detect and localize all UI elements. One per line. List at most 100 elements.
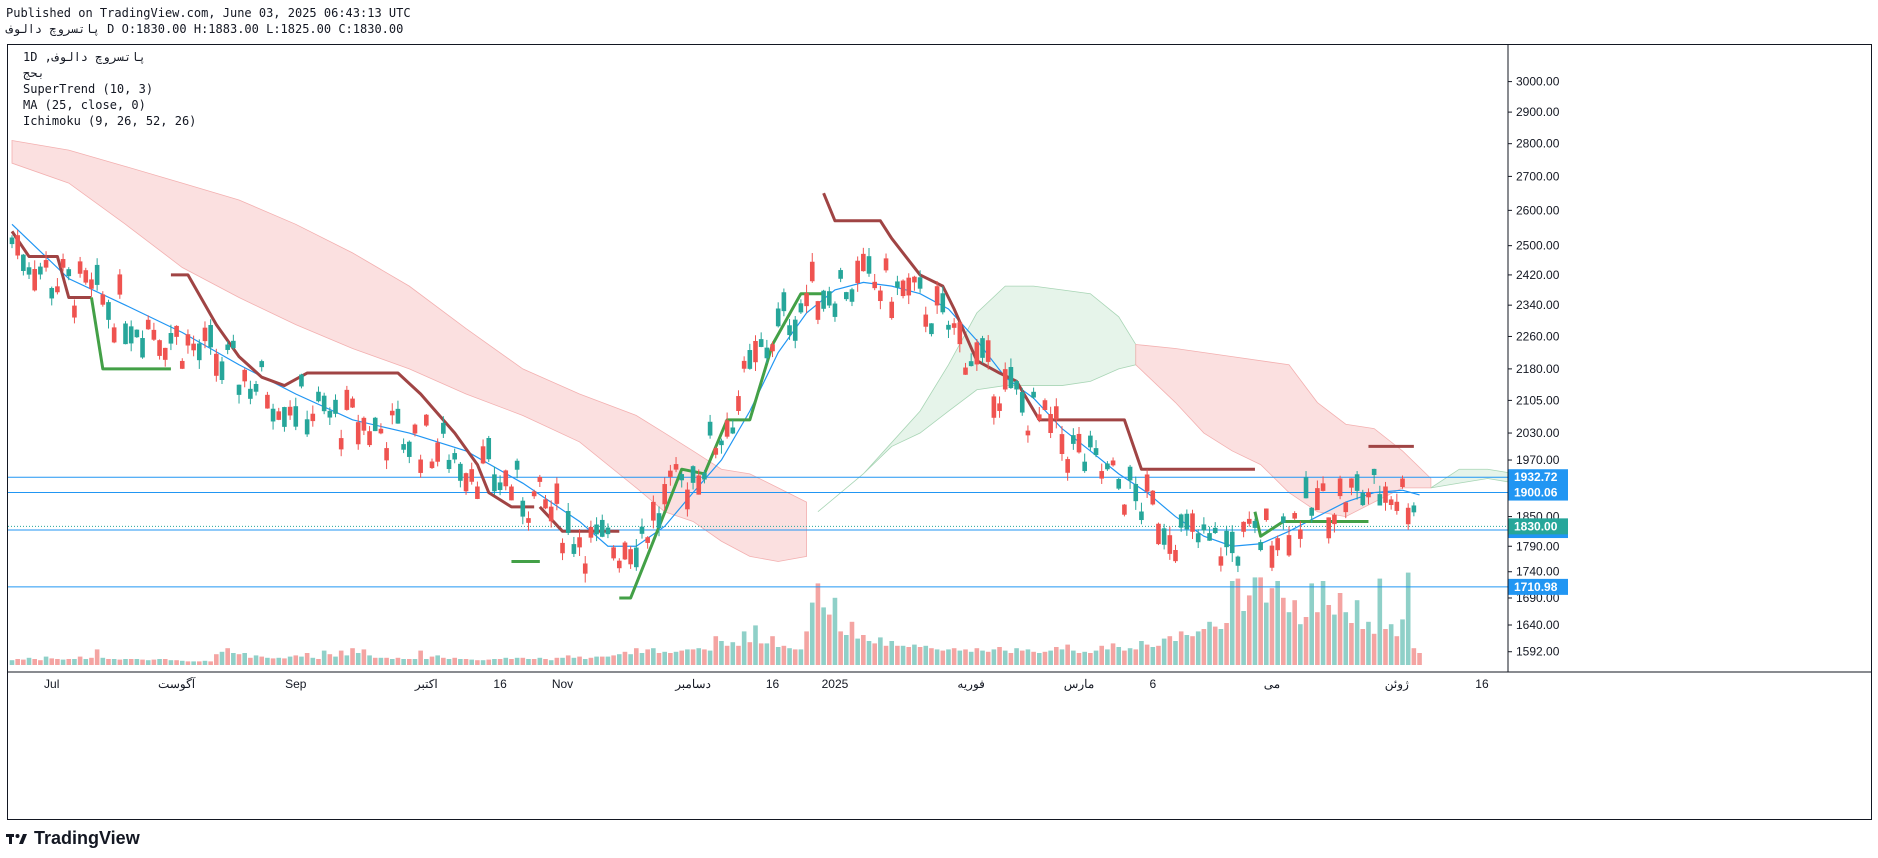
candle-body [963,367,968,375]
volume-bar [66,659,72,665]
volume-bar [781,645,787,665]
volume-bar [236,654,242,665]
candle-body [1195,533,1201,543]
volume-bar [1377,578,1383,665]
candle-body [1059,434,1065,455]
volume-bar [634,648,639,665]
candle-body [1292,513,1297,519]
volume-bar [367,655,372,665]
candle-body [526,518,531,523]
candle-body [1008,367,1014,389]
candle-body [1048,413,1053,433]
volume-bar [815,583,821,665]
volume-bar [452,657,457,665]
volume-bar [134,659,140,665]
legend-ma[interactable]: MA (25, close, 0) [23,98,146,112]
volume-bar [798,649,804,665]
candle-body [912,276,917,283]
candle-body [582,563,588,574]
chart-frame[interactable]: 3000.00 2900.00 2800.00 2700.00 2600.00 2500.… [7,44,1872,820]
candle-body [219,361,225,380]
candle-body [798,303,804,313]
volume-bar [736,645,741,665]
volume-bar [1417,653,1422,665]
candle-body [889,301,895,319]
candle-body [1019,392,1025,413]
x-tick-label: 16 [493,677,507,691]
candle-body [605,527,611,535]
volume-bar [43,656,49,665]
volume-bar [424,659,429,665]
volume-bar [77,656,83,665]
candle-body [338,438,344,450]
candle-body [588,526,594,538]
candle-body [917,277,923,289]
x-tick-label: 6 [1149,677,1156,691]
candle-body [89,279,94,289]
legend-symbol[interactable]: 1D ,پاتسروچ دالوف [23,50,146,64]
candle-body [1139,511,1144,521]
volume-bar [741,631,747,665]
candle-body [804,293,809,307]
volume-bar [185,661,191,665]
volume-bar [889,641,895,665]
volume-bar [1264,602,1269,665]
volume-bar [344,655,350,665]
candle-body [196,343,202,361]
volume-bar [1025,649,1031,665]
volume-bar [616,654,622,665]
ichimoku-cloud-0 [11,139,807,562]
candle-body [1150,490,1156,505]
candle-body [906,277,912,296]
supertrend-down-line [10,230,92,300]
candle-body [412,424,418,434]
volume-bar [1337,593,1343,665]
volume-bar [1207,621,1212,665]
volume-bar [469,659,475,665]
candle-body [333,399,338,414]
candle-body [1014,381,1019,390]
price-chart[interactable]: 3000.00 2900.00 2800.00 2700.00 2600.00 2500.… [8,45,1871,819]
price-level-tag [1508,578,1568,595]
volume-bar [100,657,106,665]
candle-body [1326,517,1332,539]
candle-body [299,374,304,387]
price-level-tag-label: 1932.72 [1514,470,1558,484]
volume-bar [503,657,509,665]
y-tick-label: 1640.00 [1516,618,1560,632]
candle-body [696,475,702,495]
volume-bar [968,651,974,665]
brand-name: TradingView [34,828,140,848]
volume-bar [1082,651,1087,665]
x-tick-label: ژوئن [1385,677,1409,691]
candle-body [1173,550,1178,562]
volume-bar [486,659,492,665]
candle-body [1241,521,1246,532]
volume-bar [1105,649,1110,665]
volume-bar [441,657,446,665]
volume-bar [673,651,679,665]
candle-body [1252,520,1258,528]
candle-body [923,314,929,327]
volume-bar [1093,650,1099,665]
y-tick-label: 3000.00 [1516,75,1560,89]
y-tick-label: 2800.00 [1516,137,1560,151]
legend-supertrend[interactable]: SuperTrend (10, 3) [23,82,154,96]
volume-bar [38,660,43,665]
tradingview-logo[interactable]: TradingView [6,828,140,849]
volume-bar [463,659,469,665]
volume-bar [724,645,730,665]
volume-bar [900,645,906,665]
candle-body [1229,531,1235,554]
candle-body [49,287,55,299]
volume-bar [1371,633,1377,665]
volume-bar [1332,614,1337,665]
volume-bar [316,659,321,665]
volume-bar [1019,650,1025,665]
volume-bar [401,659,406,665]
volume-bar [55,659,60,665]
volume-bar [1315,612,1320,665]
legend-ichimoku[interactable]: Ichimoku (9, 26, 52, 26) [23,114,197,128]
candle-body [957,322,963,345]
candle-body [282,407,287,427]
